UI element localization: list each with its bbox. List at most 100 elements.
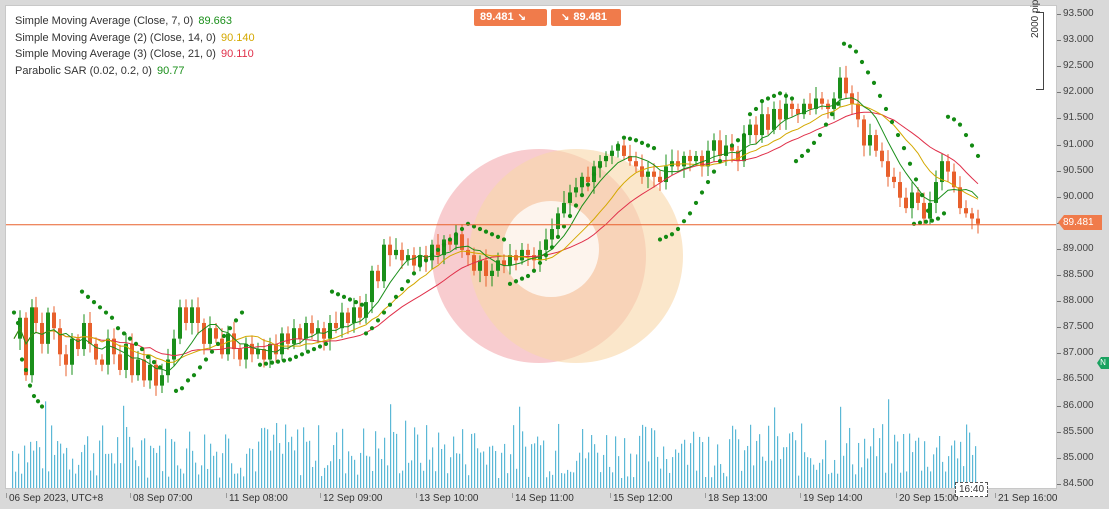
psar-dot — [459, 226, 465, 232]
volume-bar — [27, 462, 29, 488]
psar-dot — [681, 219, 687, 224]
volume-bar — [744, 450, 746, 488]
candle-body — [838, 77, 842, 99]
volume-bar — [969, 432, 971, 488]
legend-sma21[interactable]: Simple Moving Average (3) (Close, 21, 0)… — [15, 46, 255, 63]
psar-dot — [495, 234, 501, 239]
psar-dot — [829, 112, 835, 117]
volume-bar — [399, 473, 401, 488]
time-tick-label: 06 Sep 2023, UTC+8 — [5, 493, 104, 504]
sell-price: 89.481 — [480, 11, 514, 23]
psar-dot — [15, 320, 21, 326]
psar-dot — [239, 310, 245, 315]
volume-bar — [627, 476, 629, 488]
psar-dot — [877, 93, 883, 99]
candle-body — [640, 166, 644, 177]
candle-body — [850, 93, 854, 104]
volume-bar — [96, 475, 98, 488]
price-tick-label: 91.500 — [1057, 112, 1094, 124]
psar-dot — [91, 300, 97, 305]
volume-bar — [933, 454, 935, 488]
volume-bar — [588, 452, 590, 488]
legend-sma7[interactable]: Simple Moving Average (Close, 7, 0) 89.66… — [15, 13, 255, 30]
psar-dot — [233, 318, 239, 323]
psar-dot — [917, 220, 923, 225]
price-tick-label: 90.000 — [1057, 190, 1094, 202]
volume-bar — [381, 459, 383, 488]
volume-bar — [579, 452, 581, 488]
volume-bar — [501, 452, 503, 488]
volume-bar — [774, 407, 776, 488]
volume-bar — [420, 462, 422, 488]
volume-bar — [483, 451, 485, 488]
volume-bar — [555, 450, 557, 488]
volume-bar — [327, 465, 329, 488]
psar-dot — [759, 99, 765, 104]
candle-body — [30, 307, 34, 376]
volume-bar — [396, 433, 398, 488]
candle-body — [304, 322, 308, 339]
sma21-line — [13, 111, 979, 357]
legend-sma21-value: 90.110 — [220, 48, 254, 61]
volume-bar — [366, 455, 368, 488]
psar-dot — [591, 172, 597, 177]
psar-dot — [639, 140, 645, 145]
psar-dot — [585, 182, 591, 187]
candle-body — [358, 307, 362, 318]
candle-body — [526, 249, 530, 256]
volume-bar — [351, 455, 353, 488]
psar-dot — [705, 179, 711, 185]
candle-body — [802, 103, 806, 115]
psar-dot — [609, 151, 615, 156]
volume-bar — [342, 428, 344, 488]
volume-bar — [741, 470, 743, 488]
volume-bar — [612, 472, 614, 488]
psar-dot — [771, 93, 777, 99]
volume-bar — [582, 429, 584, 488]
psar-dot — [853, 49, 859, 54]
volume-bar — [975, 446, 977, 488]
alert-marker[interactable]: N — [1097, 357, 1109, 369]
psar-dot — [483, 229, 489, 234]
volume-bar — [957, 458, 959, 488]
volume-bar — [810, 458, 812, 488]
psar-dot — [753, 106, 759, 112]
chart-area[interactable]: Simple Moving Average (Close, 7, 0) 89.66… — [5, 5, 1057, 489]
volume-bar — [300, 475, 302, 488]
volume-bar — [591, 435, 593, 488]
volume-bar — [258, 441, 260, 488]
psar-dot — [293, 354, 299, 360]
time-tick-label: 08 Sep 07:00 — [130, 493, 193, 504]
psar-dot — [173, 388, 179, 393]
volume-bar — [66, 447, 68, 488]
legend-sma14[interactable]: Simple Moving Average (2) (Close, 14, 0)… — [15, 30, 255, 47]
psar-dot — [913, 177, 919, 182]
sell-price-chip[interactable]: 89.481 ↘ — [474, 9, 547, 26]
volume-bar — [924, 441, 926, 488]
volume-bar — [105, 453, 107, 488]
psar-dot — [447, 237, 453, 242]
volume-bar — [750, 424, 752, 488]
price-axis[interactable]: 93.500 93.000 92.500 92.000 91.500 91.000 90.5… — [1057, 5, 1109, 489]
volume-bar — [561, 473, 563, 488]
candle-body — [24, 317, 28, 376]
candle-body — [778, 108, 782, 120]
psar-dot — [471, 224, 477, 229]
buy-price-chip[interactable]: ↘ 89.481 — [551, 9, 621, 26]
candle-body — [232, 333, 236, 350]
candle-body — [460, 234, 464, 250]
volume-bar — [42, 468, 44, 488]
psar-dot — [627, 136, 633, 141]
psar-dot — [441, 242, 447, 247]
volume-bar — [378, 448, 380, 488]
candle-body — [748, 124, 752, 136]
volume-bar — [204, 434, 206, 488]
volume-bar — [669, 472, 671, 488]
psar-dot — [347, 297, 353, 302]
time-axis[interactable]: 06 Sep 2023, UTC+8 08 Sep 07:00 11 Sep 08:… — [5, 489, 1058, 509]
psar-dot — [537, 260, 543, 266]
legend-psar[interactable]: Parabolic SAR (0.02, 0.2, 0) 90.77 — [15, 63, 255, 80]
volume-bar — [462, 429, 464, 488]
volume-bar — [477, 448, 479, 488]
psar-dot — [109, 315, 115, 320]
